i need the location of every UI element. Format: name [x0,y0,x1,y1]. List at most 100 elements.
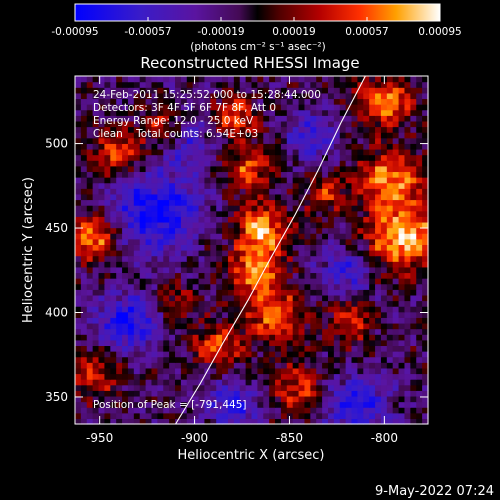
heatmap-cell [286,227,294,234]
heatmap-cell [157,81,164,88]
heatmap-cell [151,182,158,189]
heatmap-cell [139,238,147,245]
heatmap-cell [280,328,288,335]
heatmap-cell [86,412,94,419]
heatmap-cell [275,289,282,296]
heatmap-cell [269,182,276,189]
heatmap-cell [227,216,235,223]
heatmap-cell [192,87,200,94]
heatmap-cell [180,165,188,173]
heatmap-cell [269,154,276,161]
heatmap-cell [233,272,241,279]
heatmap-cell [416,401,423,408]
heatmap-cell [157,412,164,419]
heatmap-cell [375,418,382,425]
heatmap-cell [210,182,217,189]
heatmap-cell [104,98,111,105]
heatmap-cell [351,76,358,83]
heatmap-cell [410,244,417,251]
heatmap-cell [251,250,258,257]
heatmap-cell [263,255,270,262]
heatmap-cell [416,334,423,341]
heatmap-cell [304,109,311,116]
heatmap-cell [92,317,100,324]
heatmap-cell [310,171,317,178]
heatmap-cell [392,289,400,296]
heatmap-cell [357,418,364,425]
heatmap-cell [92,92,100,100]
heatmap-cell [157,373,164,380]
heatmap-cell [392,412,400,419]
heatmap-cell [104,367,111,375]
heatmap-cell [127,322,135,330]
heatmap-cell [339,418,347,425]
heatmap-cell [327,238,335,245]
heatmap-cell [369,289,376,296]
heatmap-cell [404,306,411,313]
heatmap-cell [222,76,229,83]
heatmap-cell [233,120,241,128]
heatmap-cell [116,401,123,408]
heatmap-cell [345,205,353,212]
heatmap-cell [351,255,358,262]
heatmap-cell [104,188,111,195]
heatmap-cell [192,362,200,369]
heatmap-cell [327,210,335,217]
heatmap-cell [416,272,423,279]
heatmap-cell [316,373,323,380]
heatmap-cell [104,210,111,217]
heatmap-cell [322,171,329,178]
heatmap-cell [145,250,153,257]
heatmap-cell [369,311,376,318]
heatmap-cell [251,182,258,189]
heatmap-cell [198,182,206,189]
heatmap-cell [263,289,270,296]
heatmap-cell [369,160,376,167]
heatmap-cell [245,306,253,313]
heatmap-cell [92,98,100,105]
heatmap-cell [210,395,217,403]
heatmap-cell [392,317,400,324]
heatmap-cell [369,154,376,161]
heatmap-cell [227,92,235,100]
heatmap-cell [216,328,223,335]
heatmap-cell [198,373,206,380]
heatmap-cell [122,362,129,369]
heatmap-cell [322,328,329,335]
heatmap-cell [380,407,388,414]
heatmap-cell [98,300,106,307]
heatmap-cell [351,238,358,245]
heatmap-cell [80,322,88,330]
heatmap-cell [345,143,353,150]
heatmap-cell [192,334,200,341]
heatmap-cell [410,87,417,94]
heatmap-cell [86,81,94,88]
heatmap-cell [175,407,182,414]
heatmap-cell [216,362,223,369]
heatmap-cell [80,126,88,133]
heatmap-cell [275,418,282,425]
heatmap-cell [192,177,200,184]
heatmap-cell [263,148,270,156]
heatmap-cell [110,311,117,318]
heatmap-cell [292,373,300,380]
heatmap-cell [263,221,270,229]
heatmap-cell [251,317,258,324]
heatmap-cell [333,87,341,94]
heatmap-cell [310,356,317,363]
heatmap-cell [275,345,282,352]
annotation-detectors: Detectors: 3F 4F 5F 6F 7F 8F, Att 0 [93,102,276,114]
heatmap-cell [369,367,376,375]
heatmap-cell [122,182,129,189]
heatmap-cell [269,390,276,397]
heatmap-cell [292,87,300,94]
heatmap-cell [216,334,223,341]
heatmap-cell [251,244,258,251]
heatmap-cell [75,210,82,217]
heatmap-cell [204,345,211,352]
heatmap-cell [269,384,276,391]
heatmap-cell [198,379,206,386]
heatmap-cell [410,356,417,363]
heatmap-cell [104,199,111,206]
heatmap-cell [227,87,235,94]
